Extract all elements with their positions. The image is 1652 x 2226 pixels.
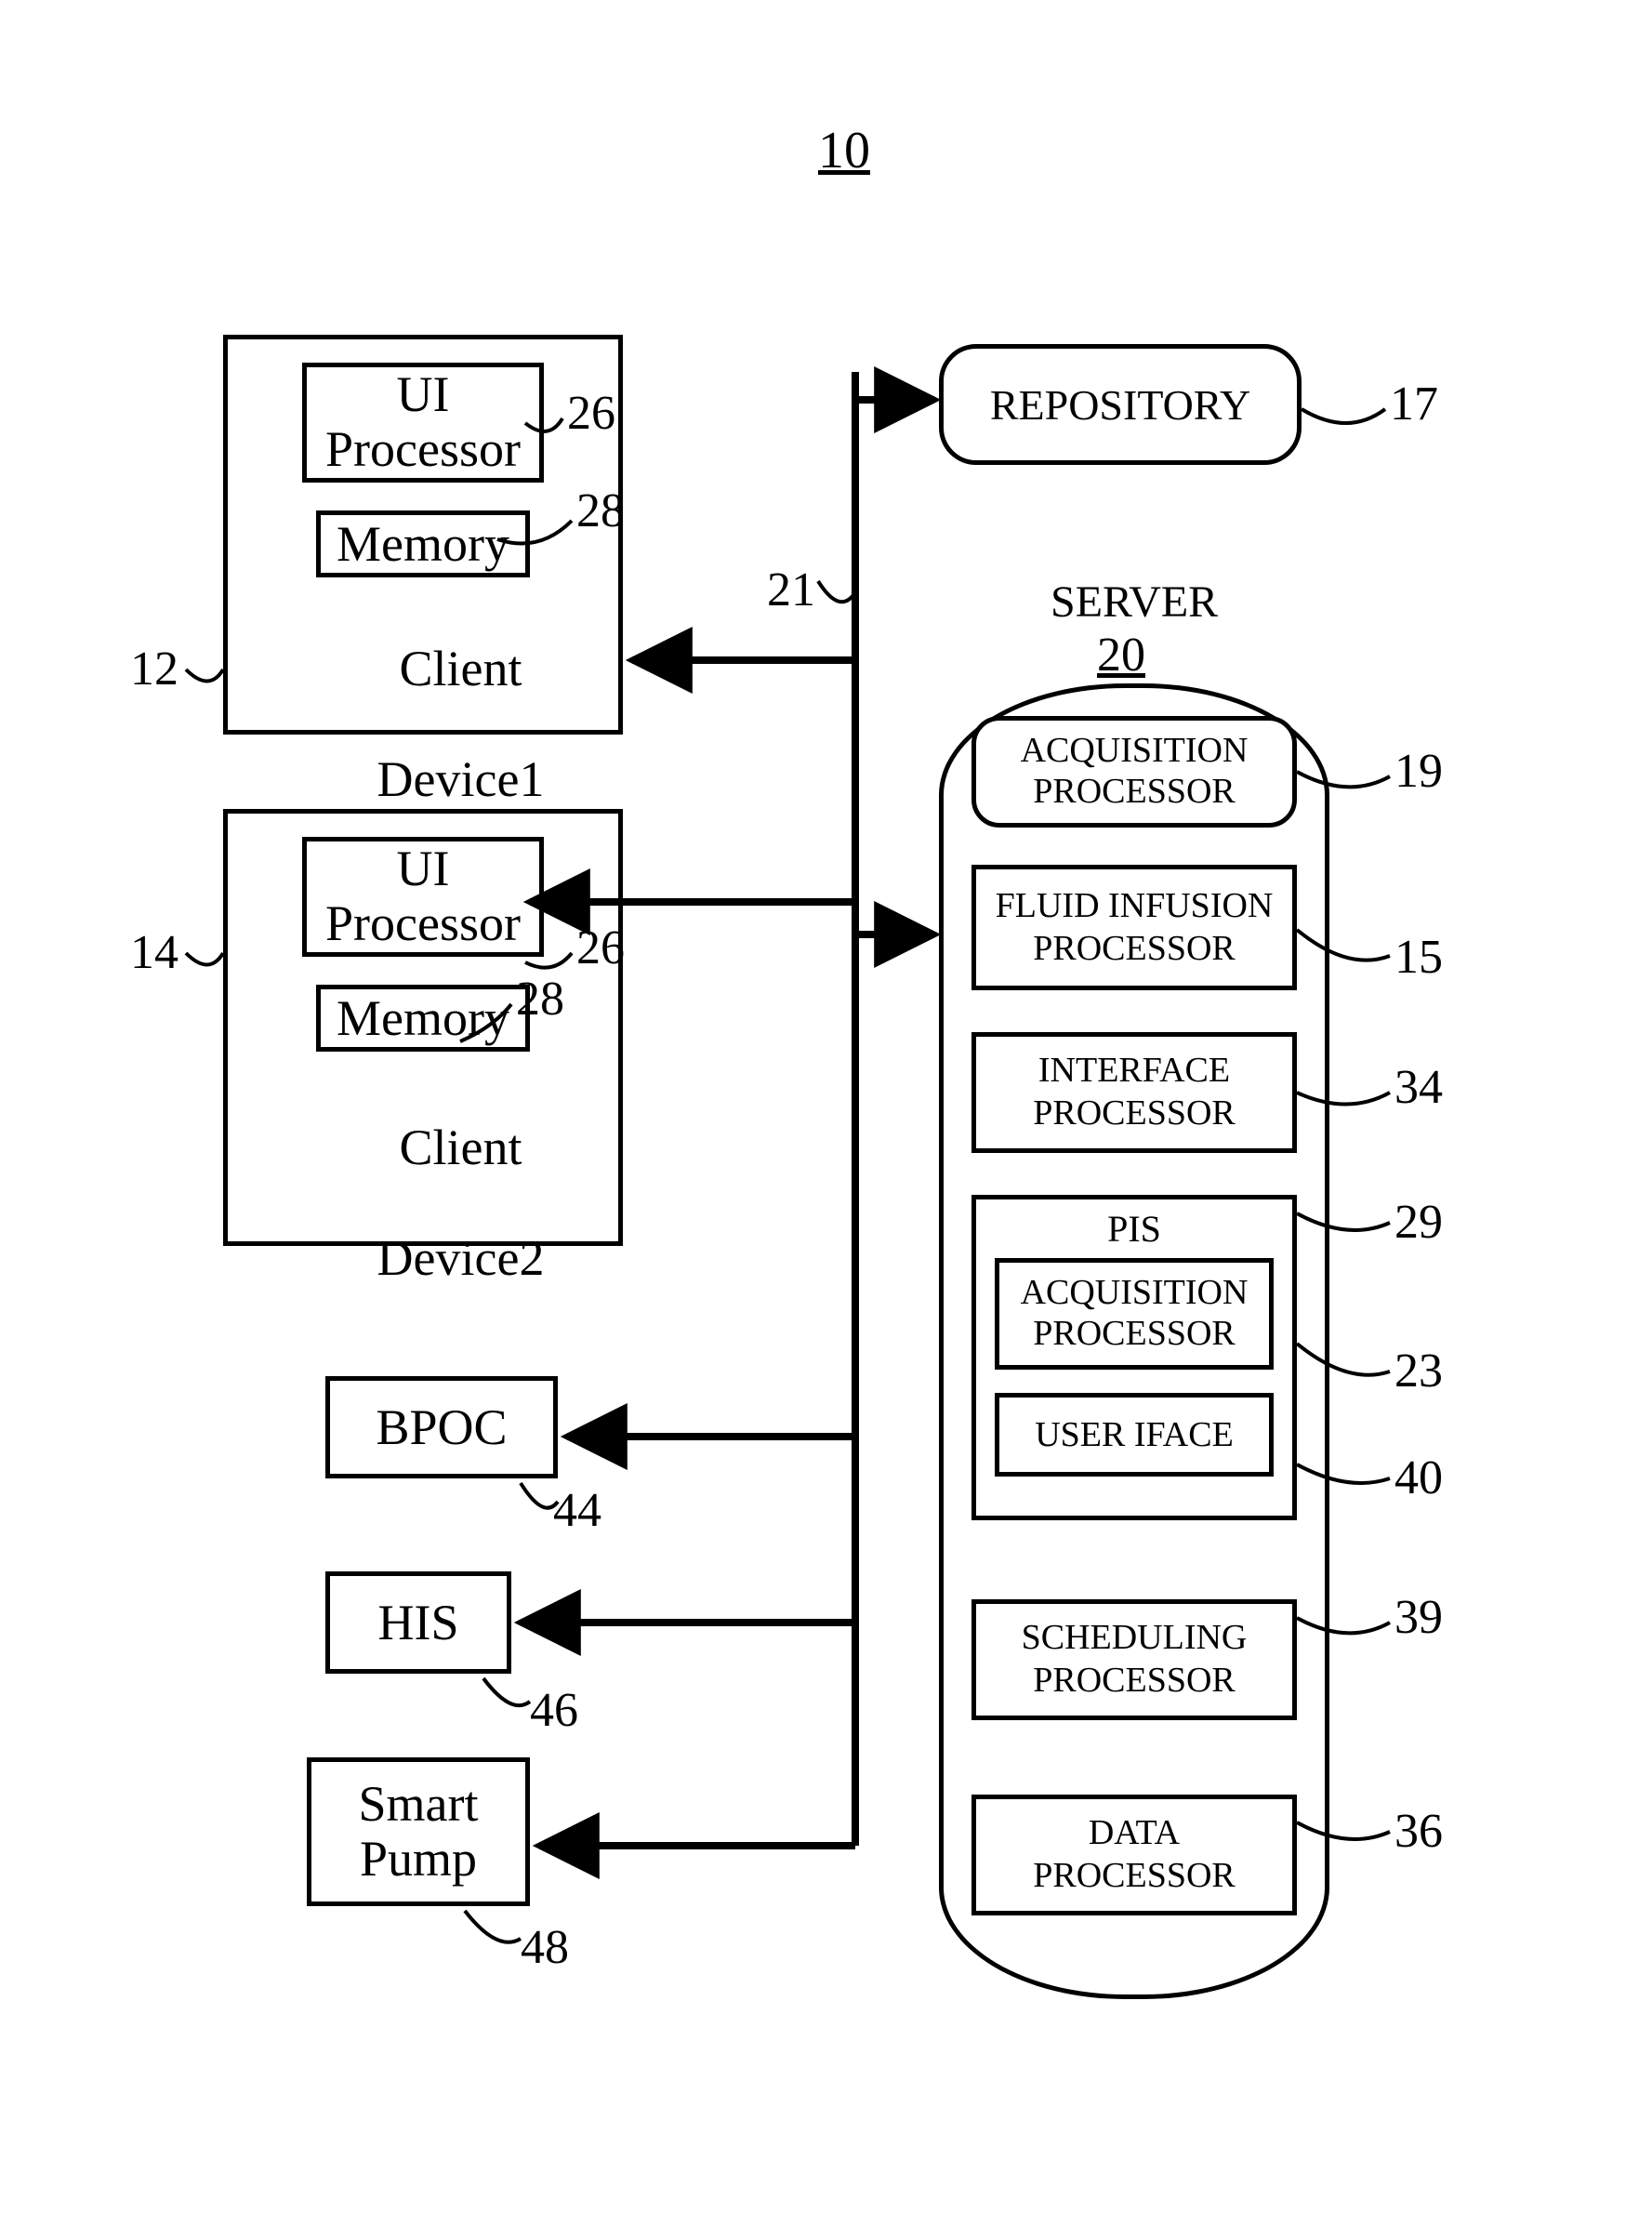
client1-ui-line1: UI [397, 367, 450, 422]
server-ref: 20 [1097, 628, 1145, 682]
his-box: HIS [325, 1571, 511, 1674]
ref-46: 46 [530, 1683, 578, 1738]
figure-reference: 10 [818, 121, 870, 180]
pis-label: PIS [1107, 1207, 1161, 1251]
bpoc-box: BPOC [325, 1376, 558, 1478]
ref-19: 19 [1394, 744, 1443, 799]
ref-34: 34 [1394, 1060, 1443, 1115]
client-device-2: UI Processor Memory Client Device2 [223, 809, 623, 1246]
client1-memory: Memory [316, 510, 530, 577]
ref-48: 48 [521, 1920, 569, 1975]
ref-17: 17 [1390, 377, 1438, 431]
pis-acq-processor: ACQUISITION PROCESSOR [995, 1258, 1274, 1370]
server-scheduling-processor: SCHEDULING PROCESSOR [971, 1599, 1297, 1720]
client2-ui-line1: UI [397, 841, 450, 896]
server-acq-processor: ACQUISITION PROCESSOR [971, 716, 1297, 828]
client2-ui-line2: Processor [325, 896, 521, 951]
client2-title: Client Device2 [302, 1066, 545, 1342]
bpoc-label: BPOC [376, 1398, 507, 1456]
server-interface-processor: INTERFACE PROCESSOR [971, 1032, 1297, 1153]
pump-line2: Pump [360, 1832, 477, 1887]
pump-line1: Smart [359, 1777, 479, 1832]
client2-ui-processor: UI Processor [302, 837, 544, 957]
ref-36: 36 [1394, 1804, 1443, 1859]
client1-ui-line2: Processor [325, 422, 521, 477]
ref-28b: 28 [516, 972, 564, 1027]
diagram-canvas: 10 UI Processor Memory Client Device1 UI… [0, 0, 1652, 2226]
his-label: HIS [377, 1594, 458, 1651]
ref-26a: 26 [567, 386, 615, 441]
ref-44: 44 [553, 1483, 601, 1538]
ref-12: 12 [130, 642, 178, 696]
server-fluid-processor: FLUID INFUSION PROCESSOR [971, 865, 1297, 990]
ref-29: 29 [1394, 1195, 1443, 1250]
server-title: SERVER [1051, 576, 1218, 628]
client2-memory: Memory [316, 985, 530, 1052]
repository-label: REPOSITORY [990, 380, 1250, 430]
ref-15: 15 [1394, 930, 1443, 985]
server-data-processor: DATA PROCESSOR [971, 1795, 1297, 1915]
ref-21: 21 [767, 563, 815, 617]
ref-23: 23 [1394, 1344, 1443, 1398]
ref-14: 14 [130, 925, 178, 980]
smart-pump-box: Smart Pump [307, 1757, 530, 1906]
client1-memory-label: Memory [337, 515, 509, 573]
ref-39: 39 [1394, 1590, 1443, 1645]
client-device-1: UI Processor Memory Client Device1 [223, 335, 623, 735]
ref-40: 40 [1394, 1451, 1443, 1505]
ref-26b: 26 [576, 921, 625, 975]
pis-user-iface: USER IFACE [995, 1393, 1274, 1477]
client1-ui-processor: UI Processor [302, 363, 544, 483]
server-pis-container: PIS ACQUISITION PROCESSOR USER IFACE [971, 1195, 1297, 1520]
client2-memory-label: Memory [337, 989, 509, 1047]
ref-28a: 28 [576, 484, 625, 538]
repository-box: REPOSITORY [939, 344, 1302, 465]
